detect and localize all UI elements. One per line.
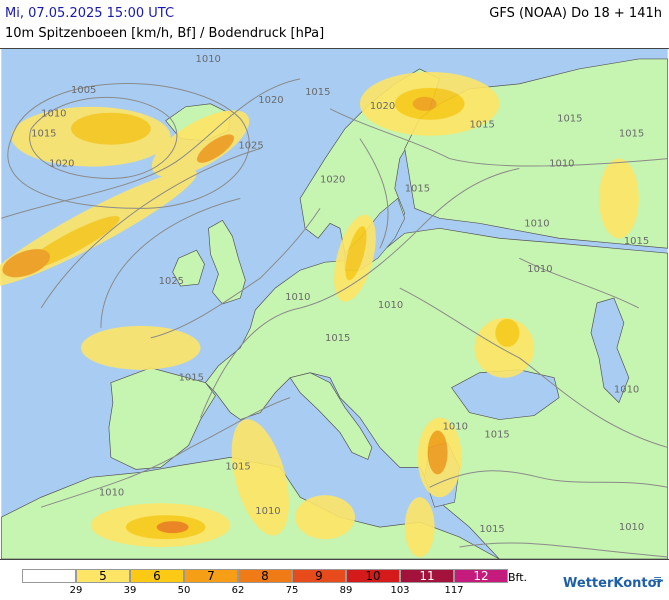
isobar-label: 1010: [196, 54, 221, 65]
isobar-label: 1025: [159, 276, 184, 287]
isobar-label: 1015: [469, 120, 494, 131]
legend-threshold: 75: [285, 585, 299, 596]
isobar-label: 1010: [443, 422, 468, 433]
legend-threshold: 62: [231, 585, 245, 596]
legend-threshold: 117: [444, 585, 464, 596]
isobar-labels: 1010 1005 1010 1015 1020 1025 1020 1025 …: [31, 54, 649, 535]
isobar-label: 1010: [378, 300, 403, 311]
isobar-label: 1005: [71, 85, 96, 96]
land-ireland: [172, 249, 205, 287]
legend-class: 11: [400, 569, 454, 583]
isobar-label: 1015: [624, 236, 649, 247]
isobar-label: 1010: [99, 487, 124, 498]
isobar-label: 1010: [527, 264, 552, 275]
isobar-label: 1025: [238, 141, 263, 152]
isobar-label: 1010: [614, 385, 639, 396]
isobar-label: 1015: [405, 183, 430, 194]
isobar-label: 1015: [225, 461, 250, 472]
legend-class: 8: [238, 569, 292, 583]
land-great-britain: [208, 219, 246, 305]
isobar-label: 1015: [484, 429, 509, 440]
weather-map[interactable]: 1010 1005 1010 1015 1020 1025 1020 1025 …: [0, 48, 669, 560]
legend-class: 6: [130, 569, 184, 583]
parameter-label: 10m Spitzenboeen [km/h, Bf] / Bodendruck…: [5, 26, 325, 41]
land-italy: [289, 372, 373, 460]
legend-threshold: 89: [339, 585, 353, 596]
legend-threshold: 50: [177, 585, 191, 596]
isobar-label: 1020: [370, 101, 395, 112]
isobar-label: 1010: [255, 506, 280, 517]
legend-threshold: 29: [69, 585, 83, 596]
isobar-label: 1010: [524, 218, 549, 229]
isobar-label: 1020: [320, 174, 345, 185]
caspian-sea: [590, 297, 630, 404]
logo-wave-icon: ≡: [653, 573, 663, 586]
legend-class: 9: [292, 569, 346, 583]
legend-class: 5: [76, 569, 130, 583]
isobar-label: 1010: [619, 522, 644, 533]
isobar-label: 1020: [258, 95, 283, 106]
legend-class: [22, 569, 76, 583]
gust-shading: [0, 71, 639, 558]
legend-threshold: 103: [390, 585, 410, 596]
isobar-label: 1020: [49, 159, 74, 170]
legend-class: 7: [184, 569, 238, 583]
isobar-label: 1010: [285, 292, 310, 303]
isobar-label: 1010: [549, 159, 574, 170]
legend-class: 10: [346, 569, 400, 583]
legend-class: 12: [454, 569, 508, 583]
land-continental-europe: [205, 227, 669, 559]
isobar-label: 1015: [179, 373, 204, 384]
legend-threshold: 39: [123, 585, 137, 596]
isobar-label: 1015: [305, 87, 330, 98]
isobar-label: 1015: [557, 114, 582, 125]
isobar-label: 1010: [41, 109, 66, 120]
isobars: [1, 78, 668, 558]
isobar-label: 1015: [619, 129, 644, 140]
wetterkontor-logo[interactable]: WetterKontor: [563, 576, 663, 591]
forecast-datetime: Mi, 07.05.2025 15:00 UTC: [5, 6, 175, 21]
legend-unit: Bft.: [508, 571, 528, 584]
model-run-label: GFS (NOAA) Do 18 + 141h: [489, 6, 662, 21]
isobar-label: 1015: [479, 524, 504, 535]
isobar-label: 1015: [31, 129, 56, 140]
gust-legend: 5 6 7 8 9 10 11 12 29 39 50 62 75 89 103…: [22, 569, 562, 599]
isobar-label: 1015: [325, 333, 350, 344]
